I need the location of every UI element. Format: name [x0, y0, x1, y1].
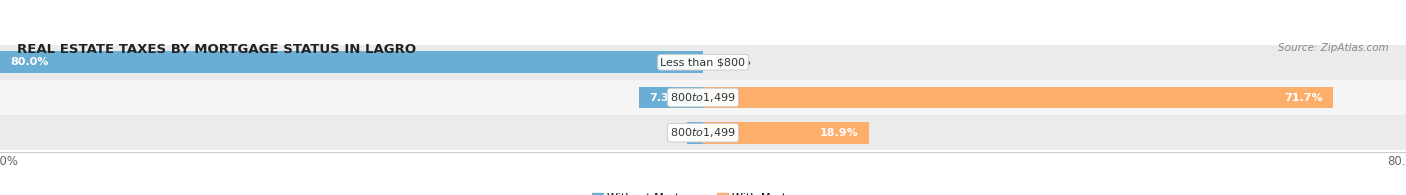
Bar [638, 87, 703, 108]
Bar [0, 115, 1406, 150]
Text: 71.7%: 71.7% [1284, 92, 1323, 103]
Bar [688, 122, 703, 144]
Text: Source: ZipAtlas.com: Source: ZipAtlas.com [1278, 43, 1389, 53]
Bar [703, 122, 869, 144]
Text: 18.9%: 18.9% [820, 128, 859, 138]
Text: 7.3%: 7.3% [650, 92, 681, 103]
Legend: Without Mortgage, With Mortgage: Without Mortgage, With Mortgage [592, 193, 814, 195]
Text: $800 to $1,499: $800 to $1,499 [671, 126, 735, 139]
Text: REAL ESTATE TAXES BY MORTGAGE STATUS IN LAGRO: REAL ESTATE TAXES BY MORTGAGE STATUS IN … [17, 43, 416, 56]
Text: 0.0%: 0.0% [721, 57, 751, 67]
Text: 80.0%: 80.0% [11, 57, 49, 67]
Bar [703, 87, 1333, 108]
Text: $800 to $1,499: $800 to $1,499 [671, 91, 735, 104]
Bar [0, 51, 703, 73]
Bar [0, 45, 1406, 80]
Text: Less than $800: Less than $800 [661, 57, 745, 67]
Bar [0, 80, 1406, 115]
Text: 1.8%: 1.8% [697, 128, 728, 138]
